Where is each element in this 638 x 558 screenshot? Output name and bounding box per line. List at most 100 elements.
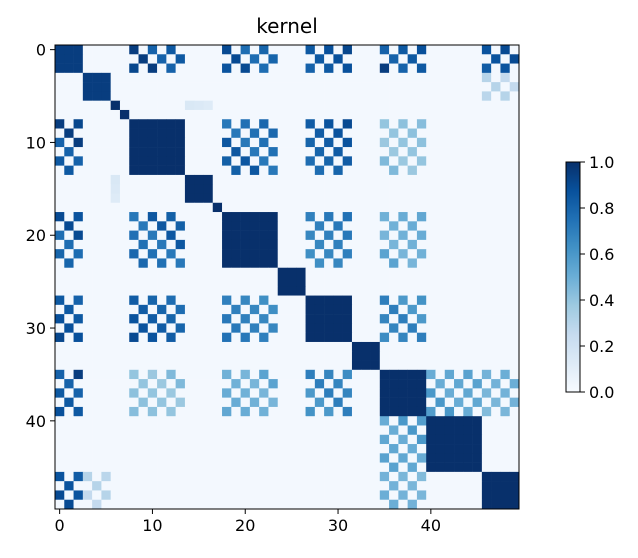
heatmap-cell [73, 156, 84, 166]
heatmap-cell [324, 481, 334, 491]
heatmap-cell [203, 63, 214, 74]
heatmap-cell [463, 379, 473, 389]
heatmap-cell [259, 128, 269, 139]
heatmap-cell [351, 295, 362, 306]
heatmap-cell [454, 193, 464, 204]
heatmap-cell [389, 379, 399, 389]
heatmap-cell [101, 425, 111, 436]
heatmap-cell [222, 360, 232, 371]
heatmap-cell [509, 156, 520, 166]
heatmap-cell [212, 332, 223, 343]
heatmap-cell [222, 137, 232, 148]
heatmap-cell [240, 388, 251, 398]
heatmap-cell [305, 82, 316, 92]
heatmap-cell [203, 258, 214, 269]
heatmap-cell [351, 100, 362, 111]
heatmap-cell [426, 471, 436, 482]
heatmap-cell [481, 100, 492, 111]
heatmap-cell [314, 425, 325, 436]
heatmap-cell [435, 434, 446, 445]
heatmap-cell [481, 351, 492, 361]
heatmap-cell [231, 471, 241, 482]
heatmap-cell [500, 286, 511, 296]
heatmap-cell [249, 221, 260, 231]
heatmap-cell [231, 490, 241, 501]
heatmap-cell [435, 82, 446, 92]
heatmap-cell [259, 165, 269, 176]
heatmap-cell [110, 379, 121, 389]
heatmap-cell [351, 212, 362, 222]
x-tick-label: 40 [421, 516, 441, 535]
heatmap-cell [64, 72, 74, 83]
heatmap-cell [268, 295, 279, 306]
heatmap-cell [194, 137, 204, 148]
heatmap-cell [361, 165, 371, 176]
heatmap-cell [416, 54, 427, 64]
heatmap-cell [379, 444, 390, 454]
heatmap-cell [500, 109, 511, 120]
heatmap-cell [444, 286, 455, 296]
heatmap-cell [119, 165, 130, 176]
heatmap-cell [184, 45, 195, 55]
heatmap-cell [463, 453, 473, 463]
heatmap-cell [203, 471, 214, 482]
heatmap-cell [240, 351, 251, 361]
heatmap-cell [454, 369, 464, 380]
heatmap-cell [491, 351, 501, 361]
heatmap-cell [305, 72, 316, 83]
heatmap-cell [175, 351, 186, 361]
heatmap-cell [157, 314, 167, 324]
heatmap-cell [222, 230, 232, 241]
heatmap-cell [240, 360, 251, 371]
heatmap-cell [296, 45, 306, 55]
heatmap-cell [351, 54, 362, 64]
heatmap-cell [500, 165, 511, 176]
heatmap-cell [361, 267, 371, 278]
heatmap-cell [379, 453, 390, 463]
heatmap-cell [147, 109, 158, 120]
heatmap-cell [147, 165, 158, 176]
heatmap-cell [287, 397, 297, 408]
heatmap-cell [259, 45, 269, 55]
heatmap-cell [268, 202, 279, 213]
heatmap-cell [379, 63, 390, 74]
heatmap-cell [324, 369, 334, 380]
heatmap-cell [110, 137, 121, 148]
heatmap-cell [64, 462, 74, 473]
heatmap-cell [454, 267, 464, 278]
heatmap-cell [370, 379, 381, 389]
heatmap-cell [305, 202, 316, 213]
heatmap-cell [55, 165, 65, 176]
heatmap-cell [472, 286, 483, 296]
heatmap-cell [500, 230, 511, 241]
heatmap-cell [314, 416, 325, 426]
heatmap-cell [491, 323, 501, 333]
heatmap-cell [222, 202, 232, 213]
heatmap-cell [305, 239, 316, 250]
heatmap-cell [342, 286, 353, 296]
heatmap-cell [324, 147, 334, 157]
heatmap-cell [240, 444, 251, 454]
heatmap-cell [129, 156, 139, 166]
heatmap-cell [175, 91, 186, 101]
heatmap-cell [398, 286, 408, 296]
heatmap-cell [370, 137, 381, 148]
heatmap-cell [416, 332, 427, 343]
heatmap-cell [129, 109, 139, 120]
heatmap-cell [389, 156, 399, 166]
heatmap-cell [342, 119, 353, 129]
heatmap-cell [444, 147, 455, 157]
heatmap-cell [194, 286, 204, 296]
heatmap-cell [444, 258, 455, 269]
heatmap-cell [509, 100, 520, 111]
heatmap-cell [110, 499, 121, 510]
heatmap-cell [398, 258, 408, 269]
heatmap-cell [509, 332, 520, 343]
heatmap-cell [351, 239, 362, 250]
heatmap-cell [351, 360, 362, 371]
heatmap-cell [259, 249, 269, 259]
heatmap-cell [287, 332, 297, 343]
heatmap-cell [166, 147, 176, 157]
heatmap-cell [305, 128, 316, 139]
heatmap-cell [92, 72, 102, 83]
